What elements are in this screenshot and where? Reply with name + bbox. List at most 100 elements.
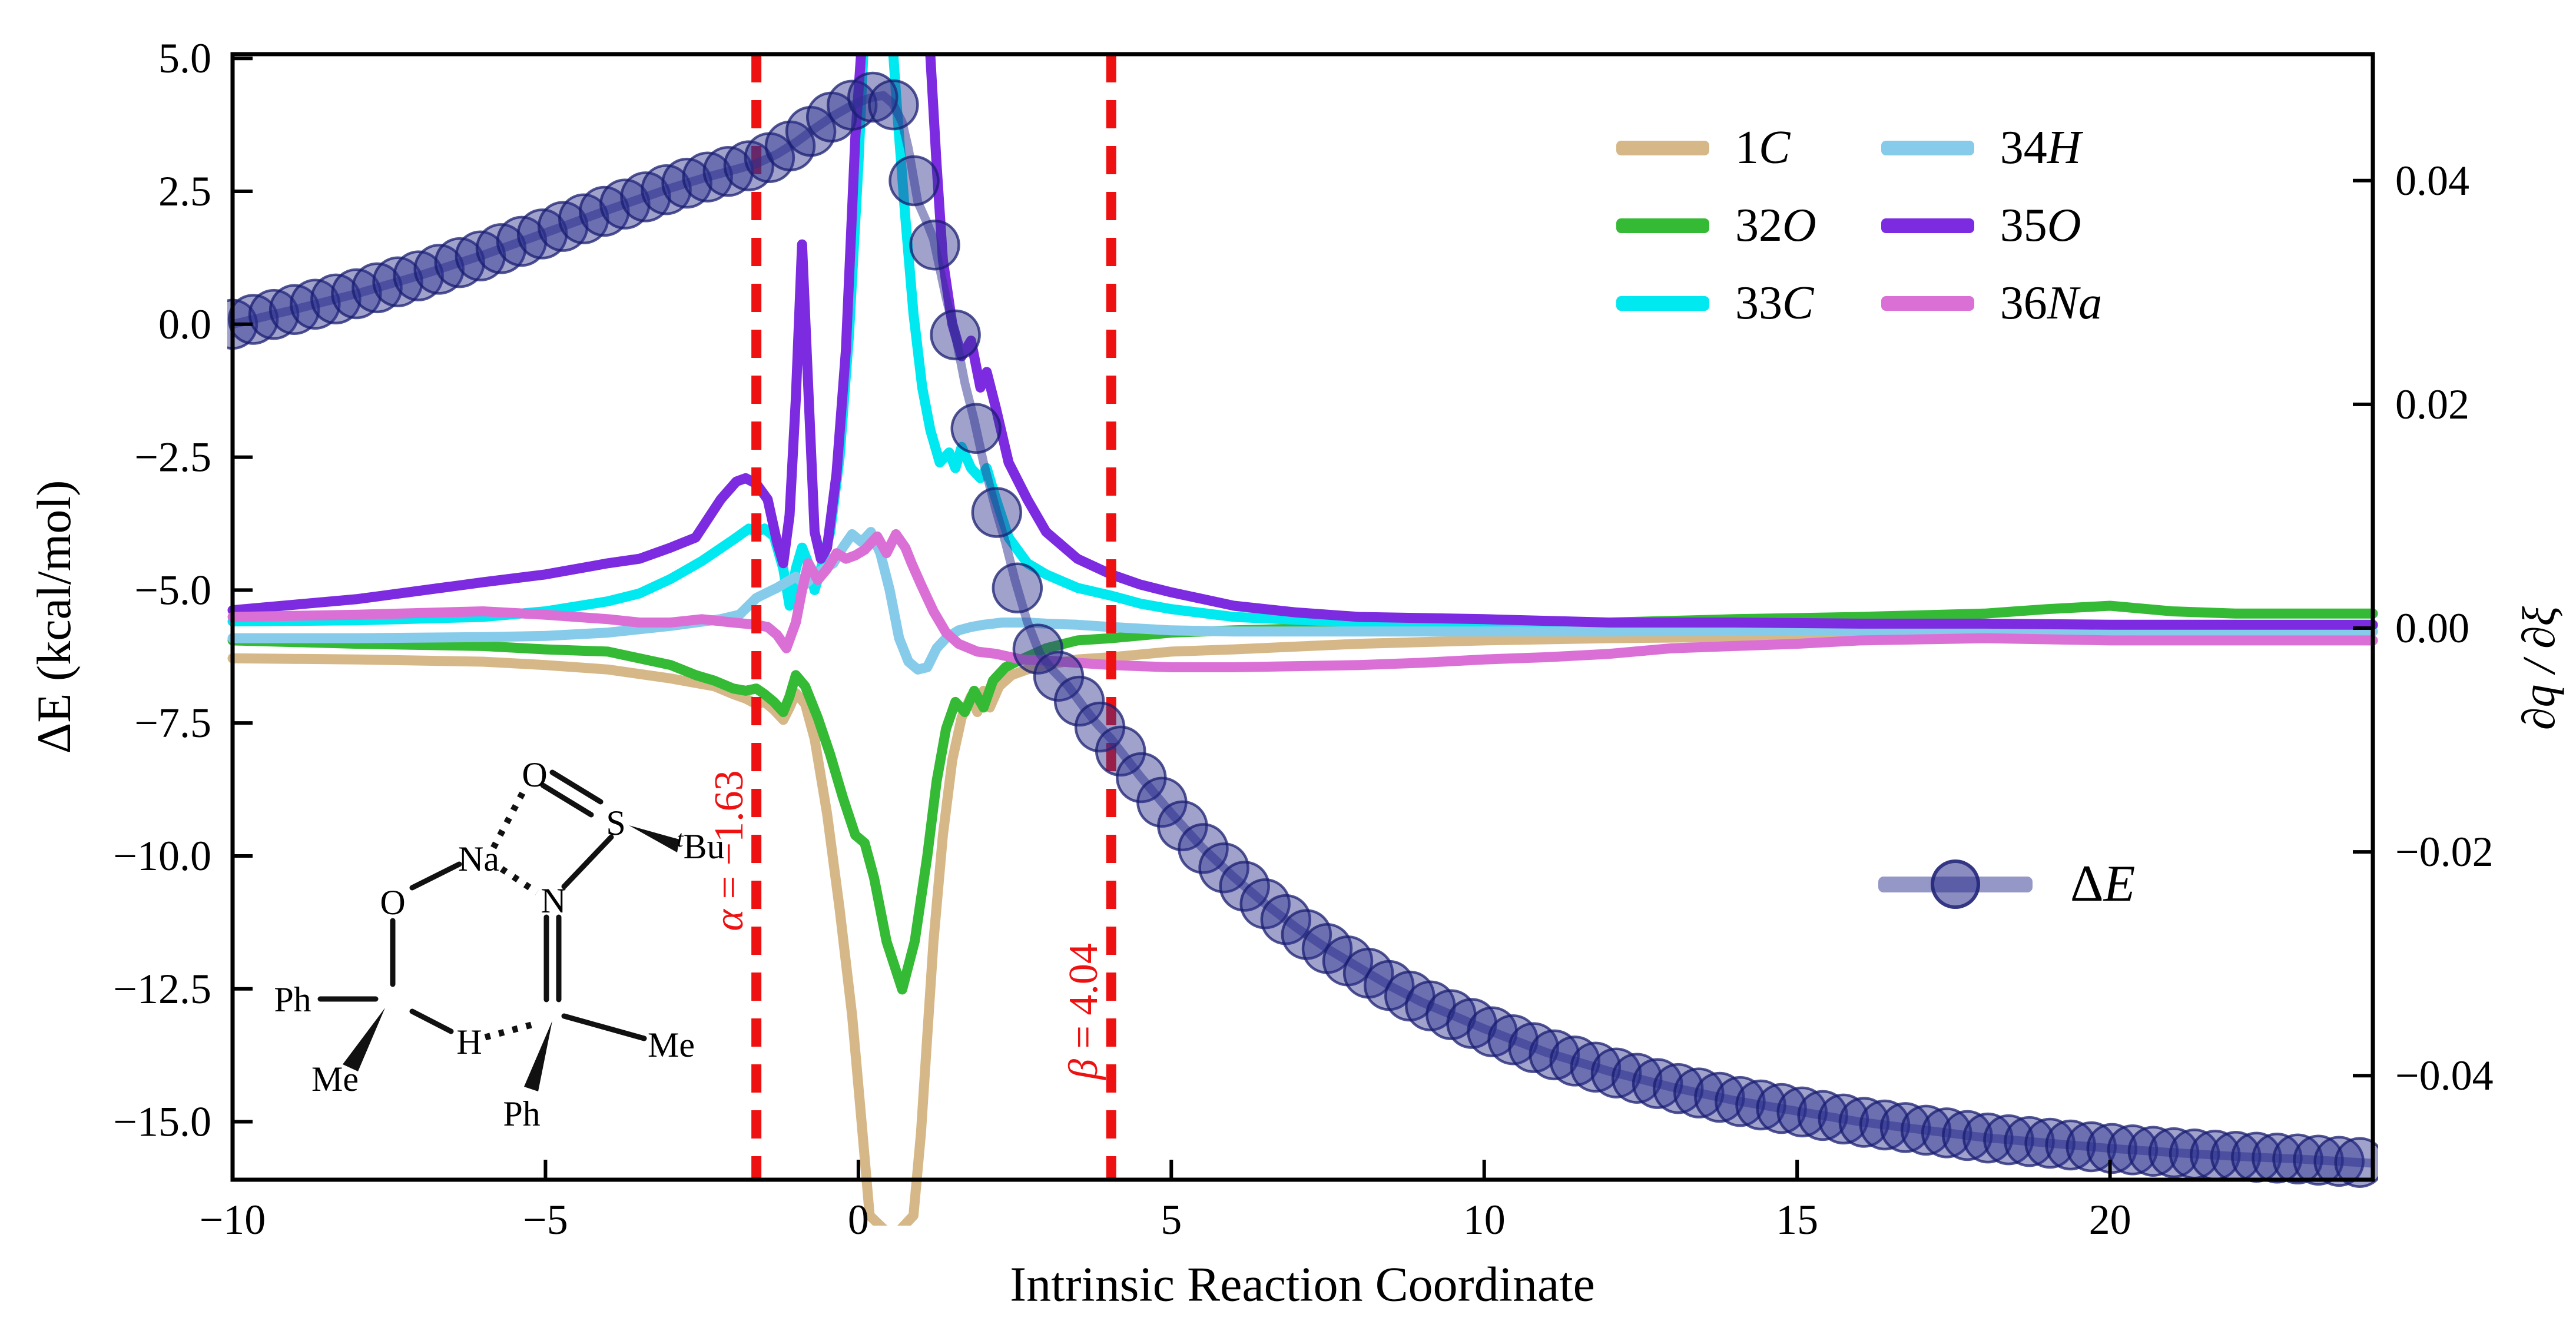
- delta-e-marker: [826, 79, 878, 131]
- atom-label-Ph: Ph: [274, 980, 311, 1019]
- delta-e-marker-icon: [1931, 859, 1980, 909]
- delta-e-marker: [372, 256, 423, 308]
- molecule-double-bond: [549, 769, 604, 805]
- atom-label-Me: Me: [311, 1060, 359, 1098]
- delta-e-marker: [227, 294, 279, 345]
- delta-e-marker: [2086, 1123, 2138, 1174]
- delta-e-marker: [2024, 1117, 2076, 1169]
- delta-e-marker: [558, 193, 609, 245]
- legend-item-36Na: 36Na: [1881, 278, 2102, 328]
- delta-e-marker: [2107, 1124, 2159, 1176]
- y-left-axis-title: ΔE (kcal/mol): [27, 480, 81, 754]
- molecule-bond: [409, 861, 462, 891]
- molecule-double-bond: [540, 782, 594, 818]
- delta-e-marker: [1694, 1071, 1745, 1123]
- y-right-tick-label: 0.04: [2395, 157, 2469, 204]
- series-line-1C: [227, 629, 2378, 1226]
- delta-e-marker: [1983, 1114, 2034, 1166]
- atom-label-O: O: [380, 883, 405, 922]
- delta-e-legend-label: ΔE: [2070, 855, 2136, 912]
- delta-e-marker: [2127, 1126, 2179, 1177]
- beta-annotation: β = 4.04: [1061, 943, 1107, 1080]
- delta-e-marker: [2045, 1119, 2096, 1171]
- delta-e-marker: [579, 185, 630, 237]
- legend-item-32O: 32O: [1616, 200, 1816, 251]
- legend-swatch-35O: [1881, 218, 1974, 233]
- delta-e-marker: [1508, 1022, 1559, 1073]
- delta-e-legend-line: [1878, 859, 2033, 909]
- delta-e-marker: [868, 79, 919, 131]
- plot-frame: [230, 52, 2375, 1182]
- delta-e-marker: [1962, 1112, 2014, 1164]
- delta-e-marker: [1095, 725, 1146, 777]
- delta-e-marker: [1797, 1090, 1848, 1141]
- delta-e-marker: [434, 237, 486, 288]
- alpha-annotation: α = −1.63: [706, 770, 752, 931]
- delta-e-line: [231, 91, 2373, 1168]
- x-tick-label: −5: [523, 1196, 568, 1243]
- delta-e-marker: [950, 403, 1002, 454]
- legend-label-35O: 35O: [2000, 200, 2081, 251]
- legend-item-33C: 33C: [1616, 278, 1816, 328]
- delta-e-marker: [1776, 1086, 1828, 1138]
- y-left-tick-label: −12.5: [113, 965, 211, 1013]
- delta-e-marker: [331, 268, 382, 320]
- delta-e-marker: [682, 151, 733, 203]
- delta-e-marker: [1632, 1058, 1683, 1109]
- legend-label-36Na: 36Na: [2000, 277, 2103, 329]
- molecule-dotted-bond: [490, 791, 526, 849]
- y-left-tick-label: 2.5: [158, 168, 211, 215]
- delta-e-marker: [1859, 1099, 1911, 1151]
- atom-label-Bu: tBu: [677, 825, 724, 867]
- legend-column-2: 34H 35O 36Na: [1881, 122, 2102, 328]
- delta-e-marker: [1053, 675, 1105, 727]
- legend-label-1C: 1C: [1735, 122, 1791, 174]
- delta-e-marker: [620, 171, 671, 223]
- delta-e-marker: [2293, 1134, 2344, 1186]
- delta-e-marker: [352, 262, 403, 314]
- delta-e-marker: [1219, 861, 1270, 912]
- delta-e-marker: [1879, 1102, 1931, 1153]
- molecule-dotted-bond: [484, 1021, 535, 1041]
- legend-label-32O: 32O: [1735, 200, 1816, 251]
- delta-e-marker: [1818, 1093, 1869, 1145]
- x-tick-label: 0: [848, 1196, 869, 1243]
- y-left-tick-label: 5.0: [158, 35, 211, 82]
- delta-e-marker: [248, 288, 300, 340]
- legend-label-33C: 33C: [1735, 277, 1814, 329]
- delta-e-marker: [2313, 1136, 2365, 1187]
- delta-e-marker: [909, 219, 960, 271]
- delta-e-marker: [1570, 1041, 1622, 1093]
- atom-label-H: H: [456, 1023, 482, 1061]
- x-tick-label: 15: [1776, 1196, 1818, 1243]
- legend-swatch-1C: [1616, 140, 1709, 155]
- delta-e-marker: [2334, 1137, 2378, 1188]
- delta-e-marker: [2004, 1116, 2055, 1167]
- legend-swatch-36Na: [1881, 296, 1974, 311]
- y-right-axis-title: ∂q / ∂ξ: [2513, 606, 2564, 731]
- molecule-bond: [409, 1008, 454, 1034]
- y-right-tick-label: −0.04: [2395, 1052, 2494, 1099]
- delta-e-marker: [1715, 1076, 1766, 1127]
- legend-column-1: 1C 32O 33C: [1616, 122, 1816, 328]
- delta-e-marker: [1735, 1079, 1786, 1131]
- delta-e-marker: [661, 157, 712, 209]
- y-right-tick-label: −0.02: [2395, 828, 2494, 875]
- delta-e-marker: [2066, 1121, 2117, 1173]
- delta-e-marker: [723, 140, 775, 191]
- delta-e-marker: [1012, 623, 1064, 675]
- series-legend: 1C 32O 33C 34H 35O 36Na: [1616, 122, 2102, 328]
- delta-e-marker: [971, 487, 1023, 538]
- legend-swatch-33C: [1616, 296, 1709, 311]
- delta-e-marker: [641, 164, 692, 215]
- y-left-tick-label: 0.0: [158, 301, 211, 348]
- delta-e-marker: [475, 223, 527, 274]
- delta-e-marker: [1549, 1035, 1601, 1087]
- delta-e-legend: ΔE: [1878, 858, 2135, 910]
- delta-e-marker: [599, 178, 651, 230]
- delta-e-marker: [537, 201, 589, 252]
- delta-e-marker: [930, 309, 981, 361]
- x-tick-label: 5: [1161, 1196, 1182, 1243]
- delta-e-marker: [847, 71, 899, 123]
- delta-e-marker: [1900, 1104, 1952, 1156]
